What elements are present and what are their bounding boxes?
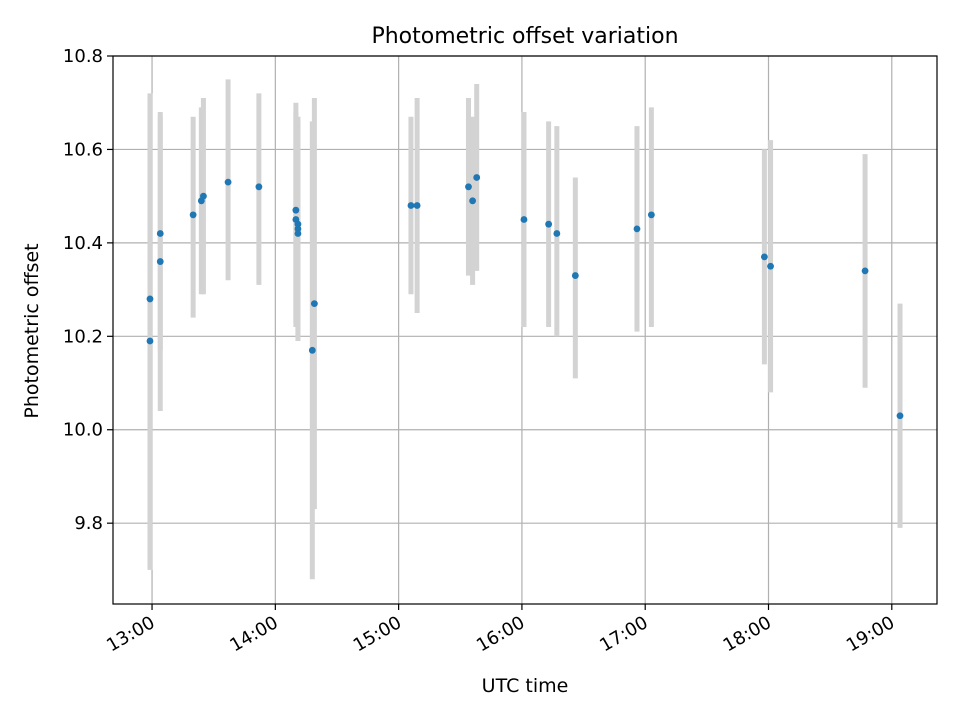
data-point <box>292 206 300 214</box>
y-tick-label: 10.0 <box>63 420 103 441</box>
data-point <box>553 230 561 237</box>
data-point <box>308 346 316 354</box>
x-axis-label: UTC time <box>482 675 569 697</box>
data-point <box>896 412 904 420</box>
plot-frame <box>112 55 938 605</box>
y-axis-label: Photometric offset <box>21 243 43 418</box>
data-point <box>146 295 154 303</box>
data-point <box>156 258 164 265</box>
data-points <box>146 174 904 420</box>
data-point <box>633 225 641 233</box>
data-point <box>469 197 477 205</box>
data-point <box>407 202 415 209</box>
data-point <box>413 202 421 209</box>
data-point <box>647 211 655 219</box>
y-axis-ticks: 9.8 10.0 10.2 10.4 10.6 10.8 <box>63 46 113 534</box>
data-point <box>146 337 154 345</box>
data-point <box>294 220 302 228</box>
data-point <box>571 272 579 279</box>
data-point <box>200 192 207 200</box>
data-point <box>294 230 302 237</box>
y-tick-label: 10.8 <box>63 46 103 67</box>
data-point <box>545 220 553 228</box>
data-point <box>861 267 869 275</box>
data-point <box>156 230 164 237</box>
data-point <box>465 183 472 191</box>
data-point <box>255 183 263 191</box>
y-tick-label: 10.2 <box>63 326 103 347</box>
data-point <box>224 178 232 186</box>
y-tick-label: 9.8 <box>74 513 103 534</box>
data-point <box>760 253 768 261</box>
data-point <box>310 300 318 308</box>
data-point <box>189 211 197 219</box>
y-tick-label: 10.4 <box>63 233 103 254</box>
data-point <box>473 174 481 181</box>
data-point <box>294 225 302 233</box>
data-point <box>520 216 528 223</box>
chart-title: Photometric offset variation <box>371 24 678 49</box>
y-tick-label: 10.6 <box>63 139 103 160</box>
data-point <box>767 262 774 270</box>
